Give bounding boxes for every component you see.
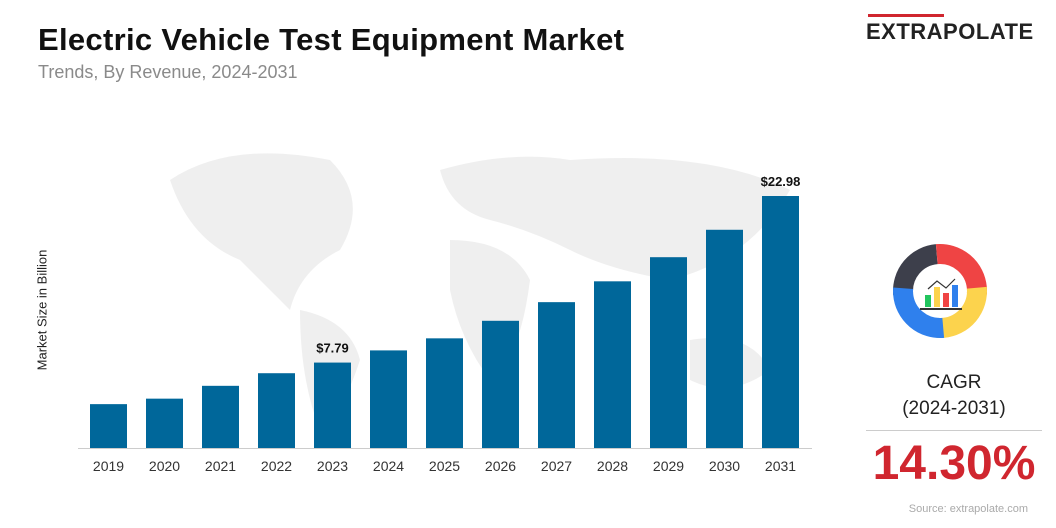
bar-2023 (314, 362, 351, 448)
data-label-2031: $22.98 (761, 174, 801, 189)
bar-2027 (538, 302, 575, 448)
x-tick-label: 2026 (485, 458, 516, 474)
divider (866, 430, 1042, 431)
bar-2019 (90, 404, 127, 448)
x-tick-label: 2030 (709, 458, 740, 474)
source-note: Source: extrapolate.com (908, 503, 1028, 515)
x-tick-label: 2024 (373, 458, 404, 474)
bar-2025 (426, 338, 463, 448)
bar-2020 (146, 398, 183, 448)
data-label-2023: $7.79 (316, 341, 349, 356)
chart-title: Electric Vehicle Test Equipment Market (38, 22, 625, 57)
cagr-period: (2024-2031) (902, 398, 1006, 419)
x-tick-label: 2019 (93, 458, 124, 474)
x-tick-label: 2031 (765, 458, 796, 474)
bar-2031 (762, 196, 799, 448)
logo-accent-bar (868, 14, 944, 17)
bar-2028 (594, 281, 631, 448)
x-tick-label: 2021 (205, 458, 236, 474)
x-tick-label: 2028 (597, 458, 628, 474)
bar-2026 (482, 320, 519, 448)
logo: EXTRAPOLATE (866, 14, 1038, 45)
bar-2022 (258, 373, 295, 448)
chart-subtitle: Trends, By Revenue, 2024-2031 (38, 62, 298, 82)
bar-2021 (202, 385, 239, 448)
x-tick-label: 2029 (653, 458, 684, 474)
cagr-value: 14.30% (872, 437, 1036, 490)
x-tick-label: 2020 (149, 458, 180, 474)
x-tick-label: 2022 (261, 458, 292, 474)
x-tick-label: 2025 (429, 458, 460, 474)
bar-2024 (370, 350, 407, 448)
donut-chart-icon (893, 244, 987, 338)
bar-2029 (650, 257, 687, 448)
bar-2030 (706, 229, 743, 448)
x-tick-label: 2023 (317, 458, 348, 474)
x-tick-label: 2027 (541, 458, 572, 474)
logo-text: EXTRAPOLATE (866, 19, 1034, 44)
cagr-label: CAGR (926, 372, 982, 393)
